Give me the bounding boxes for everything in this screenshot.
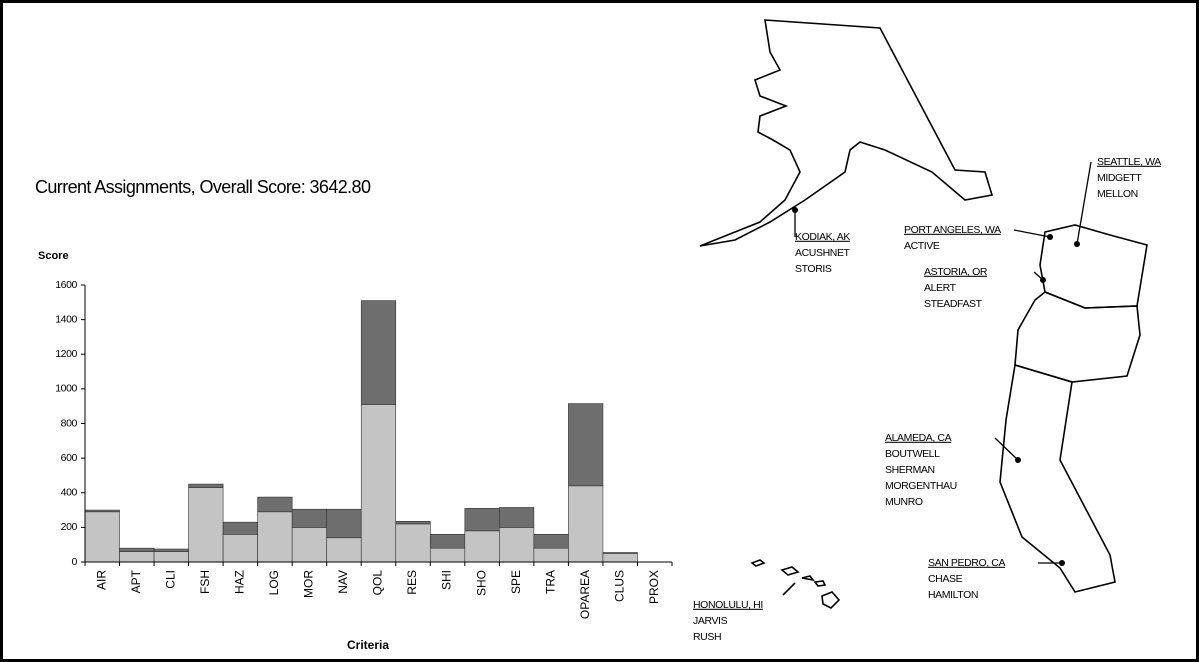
bar-segment (222, 521, 258, 535)
x-tick-label: SHI (440, 570, 454, 590)
y-tick-label: 1000 (55, 383, 77, 395)
ship-name: MIDGETT (1097, 172, 1142, 184)
location-name: HONOLULU, HI (693, 599, 763, 611)
location-dot (1015, 457, 1021, 463)
ship-name: ALERT (924, 282, 957, 294)
bar-segment (291, 527, 328, 563)
x-tick-label: CLI (163, 570, 177, 589)
chart-title: Current Assignments, Overall Score: 3642… (35, 177, 371, 197)
location-dot (1059, 560, 1065, 566)
bar-segment (188, 483, 224, 488)
bar-segment (291, 508, 328, 528)
location-dot (1040, 277, 1046, 283)
bar-segment (153, 548, 189, 552)
bar-segment (568, 485, 604, 563)
bar-segment (464, 508, 500, 532)
x-tick-label: MOR (302, 570, 316, 598)
y-tick-label: 600 (61, 452, 78, 464)
ship-name: BOUTWELL (885, 448, 940, 460)
location-name: PORT ANGELES, WA (904, 224, 1001, 236)
ship-name: MELLON (1097, 188, 1138, 200)
ship-name: JARVIS (693, 615, 728, 627)
bar-segment (464, 530, 500, 563)
location-dot (792, 207, 798, 213)
bar-segment (326, 537, 362, 563)
ship-name: RUSH (693, 631, 721, 643)
location-dot (1047, 234, 1053, 240)
x-tick-label: OPAREA (578, 570, 592, 619)
bar-segment (602, 552, 638, 554)
x-tick-label: PROX (647, 570, 661, 604)
y-axis-label: Score (38, 250, 69, 262)
x-tick-label: AIR (94, 570, 108, 590)
x-axis-label: Criteria (347, 638, 389, 652)
bar-segment (533, 547, 569, 563)
bar-segment (222, 533, 258, 563)
y-tick-label: 1200 (55, 348, 77, 360)
map (699, 19, 1148, 609)
leader-line (1013, 229, 1051, 238)
ship-name: ACTIVE (904, 240, 940, 252)
bar-segment (533, 533, 569, 549)
oregon (1014, 291, 1141, 383)
ship-name: HAMILTON (928, 589, 978, 601)
x-tick-label: APT (129, 569, 143, 593)
bar-segment (84, 509, 120, 513)
bar-segment (326, 508, 362, 539)
california (999, 363, 1116, 593)
y-tick-label: 200 (61, 521, 78, 533)
hawaii (750, 559, 841, 609)
ship-name: MORGENTHAU (885, 480, 957, 492)
bar-segment (395, 523, 431, 563)
bar-segment (257, 496, 293, 513)
y-tick-label: 400 (61, 487, 78, 499)
location-name: SEATTLE, WA (1097, 156, 1161, 168)
bar-segment (360, 300, 397, 405)
y-tick-label: 1400 (55, 313, 77, 325)
location-name: ALAMEDA, CA (885, 432, 952, 444)
x-tick-label: SHO (474, 570, 488, 596)
location-name: SAN PEDRO, CA (928, 557, 1005, 569)
x-tick-label: TRA (543, 570, 557, 594)
x-tick-label: QOL (371, 570, 385, 596)
y-tick-label: 1600 (55, 279, 77, 291)
bar-segment (119, 551, 155, 563)
ship-name: ACUSHNET (795, 247, 851, 259)
ship-name: STORIS (795, 263, 832, 275)
x-tick-label: FSH (198, 570, 212, 594)
location-dot (1074, 241, 1080, 247)
bar-segment (188, 487, 224, 563)
bar-segment (429, 547, 466, 563)
x-tick-label: SPE (509, 570, 523, 594)
y-tick-label: 800 (61, 417, 78, 429)
bar-segment (84, 511, 120, 563)
leader-line (994, 437, 1019, 461)
y-tick-label: 0 (72, 556, 78, 568)
bar-segment (602, 553, 638, 563)
bar-segment (257, 511, 293, 563)
x-tick-label: HAZ (233, 570, 247, 594)
ship-name: SHERMAN (885, 464, 935, 476)
x-tick-label: NAV (336, 570, 350, 594)
bar-segment (499, 507, 535, 528)
location-name: ASTORIA, OR (924, 266, 988, 278)
x-tick-label: LOG (267, 570, 281, 595)
bar-segment (153, 551, 189, 563)
bar-segment (499, 527, 535, 563)
leader-line (1076, 161, 1092, 245)
bar-segment (119, 547, 155, 552)
x-tick-label: CLUS (612, 570, 626, 602)
ship-name: CHASE (928, 573, 963, 585)
alaska (699, 19, 994, 247)
bar-segment (429, 533, 466, 549)
ship-name: MUNRO (885, 496, 923, 508)
x-tick-label: RES (405, 570, 419, 595)
bar-segment (395, 521, 431, 525)
ship-name: STEADFAST (924, 298, 983, 310)
location-name: KODIAK, AK (795, 231, 850, 243)
bar-segment (568, 403, 604, 487)
bar-segment (360, 404, 397, 563)
